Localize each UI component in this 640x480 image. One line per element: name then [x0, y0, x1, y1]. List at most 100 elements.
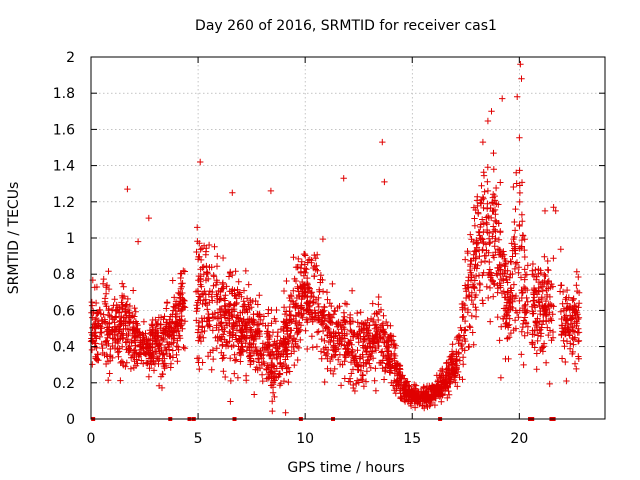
data-point [180, 344, 187, 351]
data-point [123, 301, 131, 308]
data-point [461, 335, 468, 343]
data-point [246, 324, 254, 331]
data-point [383, 354, 390, 362]
data-point [276, 370, 284, 377]
data-point [250, 311, 257, 318]
data-point [515, 269, 522, 276]
data-point [319, 318, 326, 325]
data-point [515, 264, 523, 271]
data-point [542, 297, 550, 305]
data-point [465, 343, 473, 350]
data-point [328, 353, 335, 360]
data-point [119, 294, 126, 302]
data-point [125, 330, 132, 338]
data-point [340, 316, 347, 324]
data-point [325, 338, 332, 346]
data-point [470, 204, 478, 211]
data-point [148, 321, 155, 328]
data-point [464, 281, 472, 288]
data-point [519, 232, 526, 239]
data-point [129, 312, 136, 319]
data-point [334, 304, 341, 312]
data-point [566, 306, 573, 313]
data-point [524, 262, 531, 269]
data-point [494, 285, 502, 292]
data-point [304, 281, 311, 288]
data-point [98, 329, 105, 337]
data-point [369, 300, 376, 307]
data-point [304, 306, 311, 314]
data-point [135, 353, 143, 360]
data-point [256, 311, 263, 319]
data-point [220, 284, 227, 292]
data-point [132, 332, 139, 340]
data-point [518, 236, 526, 244]
data-point [361, 336, 369, 343]
data-point [233, 356, 240, 363]
data-point [383, 343, 390, 350]
data-point [105, 377, 112, 384]
data-point [549, 328, 557, 336]
data-point [256, 365, 264, 372]
data-point [480, 195, 487, 202]
x-tick-label: 10 [296, 431, 314, 447]
data-point [575, 338, 582, 345]
data-point [193, 302, 200, 309]
data-point [379, 357, 387, 364]
data-point [513, 259, 521, 266]
data-point [359, 342, 367, 349]
data-point [437, 367, 445, 374]
y-tick-label: 0.6 [53, 303, 75, 319]
data-point [497, 179, 504, 186]
data-point [220, 368, 227, 375]
data-point [285, 364, 292, 371]
data-point [237, 333, 245, 340]
data-point [567, 320, 574, 328]
data-point [164, 331, 171, 338]
data-point [520, 317, 528, 324]
data-point [565, 294, 572, 301]
data-point [227, 377, 234, 385]
y-tick-label: 2 [66, 50, 75, 66]
data-point [468, 312, 475, 320]
data-point [172, 322, 179, 330]
data-point [284, 325, 291, 332]
data-point [372, 332, 379, 339]
data-point [442, 379, 450, 387]
data-point [503, 302, 510, 309]
data-point [358, 320, 365, 327]
data-point [233, 314, 240, 321]
data-point [411, 404, 419, 411]
data-point [221, 302, 228, 309]
data-point [254, 320, 261, 328]
data-point [472, 272, 480, 280]
data-point [229, 323, 237, 331]
data-point [474, 239, 482, 246]
data-point [487, 269, 495, 276]
data-point [206, 264, 213, 271]
data-point [91, 284, 98, 291]
data-point [315, 303, 322, 311]
data-point [103, 324, 111, 331]
data-point [266, 343, 273, 350]
data-point [336, 361, 344, 368]
data-point [348, 328, 355, 335]
data-point [231, 322, 238, 329]
data-point [537, 326, 544, 333]
data-point [177, 300, 184, 307]
data-point [396, 374, 403, 382]
data-point [232, 300, 240, 308]
data-point [557, 246, 564, 253]
data-point [355, 339, 362, 346]
data-point [118, 358, 125, 365]
data-point [311, 251, 318, 259]
data-point [231, 370, 238, 377]
data-point [171, 304, 178, 311]
data-point [533, 276, 540, 283]
data-point [123, 338, 131, 346]
data-point [179, 325, 186, 332]
data-point [97, 329, 104, 336]
data-point [280, 377, 288, 385]
data-point [509, 253, 516, 260]
data-point [340, 309, 348, 316]
